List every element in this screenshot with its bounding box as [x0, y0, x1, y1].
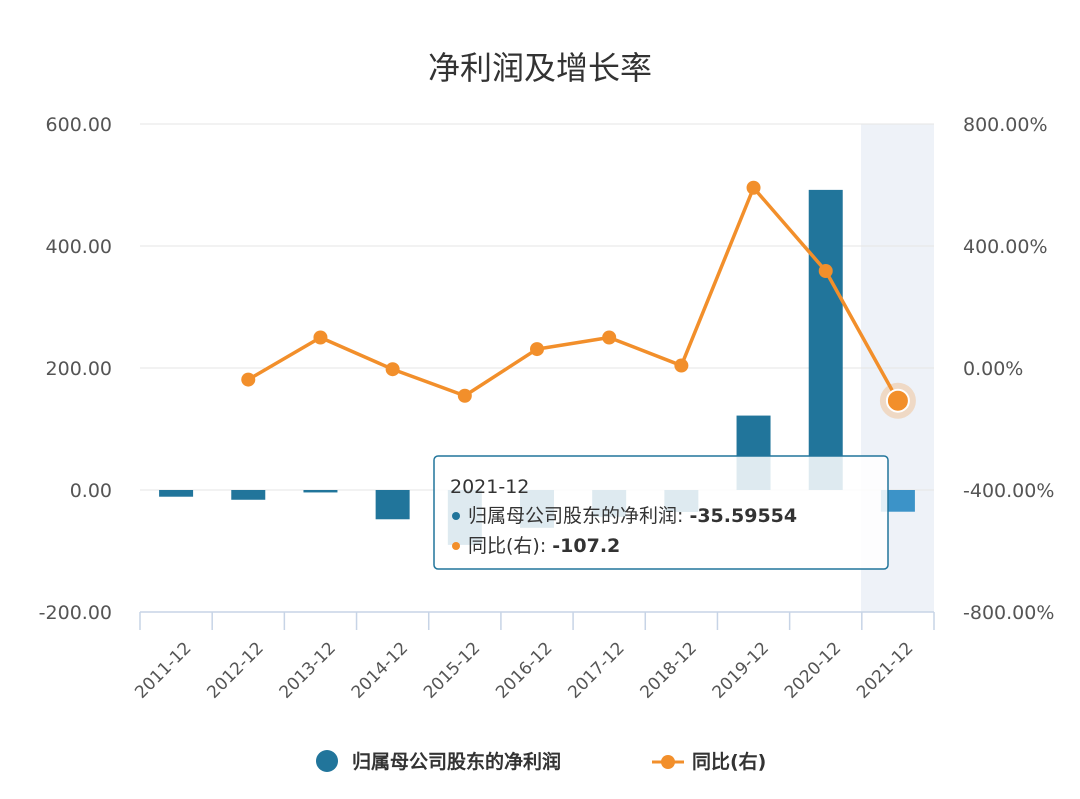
legend-bar-label[interactable]: 归属母公司股东的净利润	[352, 750, 561, 773]
bar-2012-12[interactable]	[231, 490, 266, 500]
bar-2020-12[interactable]	[808, 189, 843, 490]
right-axis: 800.00% 400.00% 0.00% -400.00% -800.00%	[963, 114, 1054, 624]
line-point-2013-12[interactable]	[313, 330, 328, 345]
x-tick-label-2021-12: 2021-12	[853, 638, 917, 702]
left-tick-label-4: -200.00	[39, 602, 112, 624]
tooltip-row-value-1: -107.2	[552, 535, 620, 557]
right-tick-label-2: 0.00%	[963, 358, 1023, 380]
tooltip-row-value-0: -35.59554	[689, 505, 797, 527]
line-layer	[241, 180, 916, 419]
line-point-2020-12[interactable]	[818, 264, 833, 279]
right-tick-label-3: -400.00%	[963, 480, 1054, 502]
tooltip-row-1: 同比(右): -107.2	[468, 535, 620, 557]
line-point-2016-12[interactable]	[530, 342, 544, 357]
x-tick-label-2014-12: 2014-12	[348, 638, 412, 702]
x-tick-label-2015-12: 2015-12	[420, 638, 484, 702]
line-point-2014-12[interactable]	[385, 362, 400, 377]
tooltip-row-marker-1	[452, 542, 460, 550]
x-tick-label-2019-12: 2019-12	[709, 638, 773, 702]
x-axis: 2011-12 2012-12 2013-12 2014-12 2015-12 2016-…	[131, 611, 935, 703]
x-tick-label-2017-12: 2017-12	[564, 638, 628, 702]
bar-2014-12[interactable]	[375, 490, 410, 520]
legend-bar-marker	[316, 750, 338, 772]
x-tick-label-2012-12: 2012-12	[203, 638, 267, 702]
right-tick-label-4: -800.00%	[963, 602, 1054, 624]
right-tick-label-1: 400.00%	[963, 236, 1048, 258]
line-point-2012-12[interactable]	[241, 372, 256, 387]
legend: 归属母公司股东的净利润 同比(右)	[316, 750, 766, 773]
legend-line-marker-dot	[661, 755, 675, 769]
bar-2021-12[interactable]	[880, 490, 915, 512]
x-tick-label-2020-12: 2020-12	[781, 638, 845, 702]
left-tick-label-1: 400.00	[46, 236, 112, 258]
tooltip-row-0: 归属母公司股东的净利润: -35.59554	[468, 505, 797, 527]
tooltip-row-label-1: 同比(右):	[468, 535, 552, 557]
left-tick-label-2: 200.00	[46, 358, 112, 380]
bar-2011-12[interactable]	[159, 490, 194, 497]
left-tick-label-3: 0.00	[70, 480, 112, 502]
x-tick-label-2016-12: 2016-12	[492, 638, 556, 702]
legend-line-label[interactable]: 同比(右)	[692, 750, 766, 773]
line-point-2021-12[interactable]	[885, 388, 910, 413]
left-tick-label-0: 600.00	[46, 114, 112, 136]
left-axis: 600.00 400.00 200.00 0.00 -200.00	[39, 114, 112, 624]
tooltip: 2021-12 归属母公司股东的净利润: -35.59554 同比(右): -107…	[433, 455, 889, 570]
tooltip-category: 2021-12	[450, 476, 529, 498]
chart-title: 净利润及增长率	[428, 49, 652, 87]
tooltip-box	[433, 455, 889, 570]
tooltip-row-label-0: 归属母公司股东的净利润:	[468, 505, 689, 527]
line-point-2017-12[interactable]	[602, 330, 617, 345]
line-series-path	[246, 185, 900, 403]
line-point-2015-12[interactable]	[457, 388, 472, 403]
x-tick-label-2011-12: 2011-12	[131, 638, 195, 702]
right-tick-label-0: 800.00%	[963, 114, 1048, 136]
line-point-2019-12[interactable]	[746, 180, 761, 195]
x-tick-label-2013-12: 2013-12	[276, 638, 340, 702]
tooltip-row-marker-0	[452, 512, 460, 520]
x-tick-label-2018-12: 2018-12	[637, 638, 701, 702]
line-point-2018-12[interactable]	[674, 358, 689, 373]
bar-2013-12[interactable]	[303, 490, 338, 493]
